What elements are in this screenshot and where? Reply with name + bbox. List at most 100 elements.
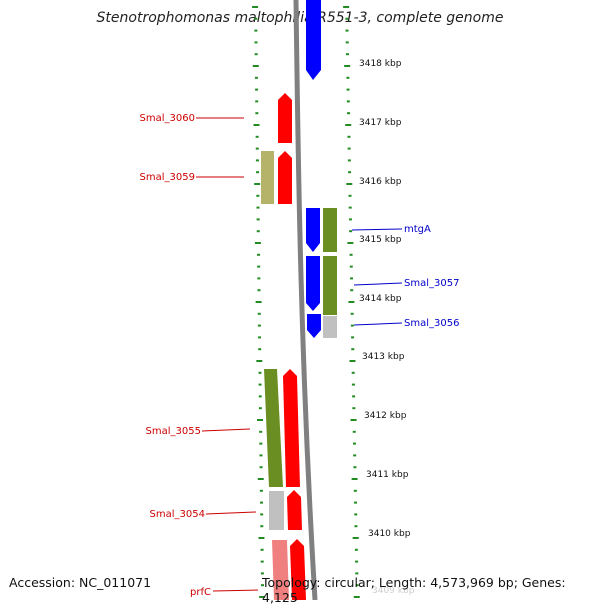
gene-label-smal-3054[interactable]: Smal_3054 [150, 509, 205, 520]
minor-tick [258, 336, 262, 339]
gene-label-smal-3055[interactable]: Smal_3055 [146, 426, 201, 437]
major-tick [350, 419, 357, 421]
gene-arrow-smal-3055[interactable] [283, 369, 300, 487]
gene-arrow-smal-3054[interactable] [287, 490, 302, 530]
major-tick [259, 596, 266, 598]
minor-tick [355, 560, 359, 563]
minor-tick [353, 489, 357, 492]
minor-tick [354, 501, 358, 504]
gene-arrow-mtgA[interactable] [306, 208, 320, 252]
minor-tick [254, 76, 258, 79]
minor-tick [255, 135, 259, 138]
gene-arrow-top-blue[interactable] [306, 0, 321, 80]
minor-tick [256, 194, 260, 197]
minor-tick [258, 348, 262, 351]
feature-smal-3056-gray[interactable] [323, 316, 337, 338]
kbp-label: 3417 kbp [359, 118, 402, 128]
minor-tick [259, 454, 263, 457]
map-title: Stenotrophomonas maltophilia R551-3, com… [96, 10, 504, 26]
minor-tick [260, 525, 264, 528]
minor-tick [259, 430, 263, 433]
gene-arrow-smal-3056[interactable] [307, 314, 321, 338]
feature-mtgA-olive[interactable] [323, 208, 337, 252]
minor-tick [346, 100, 350, 103]
leader-line [351, 228, 403, 231]
major-tick [257, 478, 264, 480]
minor-tick [255, 159, 259, 162]
minor-tick [351, 348, 355, 351]
kbp-label: 3412 kbp [364, 411, 407, 421]
major-tick [343, 6, 350, 8]
minor-tick [348, 206, 352, 209]
minor-tick [351, 336, 355, 339]
minor-tick [258, 383, 262, 386]
minor-tick [256, 171, 260, 174]
major-tick [345, 124, 352, 126]
genome-backbone [293, 0, 318, 600]
minor-tick [353, 466, 357, 469]
minor-tick [352, 395, 356, 398]
major-tick [252, 6, 259, 8]
minor-tick [255, 147, 259, 150]
minor-tick [354, 548, 358, 551]
kbp-label: 3415 kbp [359, 235, 402, 245]
minor-tick [350, 312, 354, 315]
feature-smal-3059-tan[interactable] [261, 151, 274, 204]
minor-tick [257, 253, 261, 256]
feature-smal-3055-olive[interactable] [264, 369, 283, 487]
major-tick [254, 242, 261, 244]
minor-tick [347, 112, 351, 115]
minor-tick [258, 407, 262, 410]
gene-arrow-smal-3060[interactable] [278, 93, 292, 143]
minor-tick [347, 159, 351, 162]
minor-tick [260, 501, 264, 504]
minor-tick [346, 88, 350, 91]
minor-tick [352, 430, 356, 433]
major-tick [252, 65, 259, 67]
minor-tick [348, 218, 352, 221]
major-tick [255, 301, 262, 303]
gene-label-smal-3059[interactable]: Smal_3059 [140, 172, 195, 183]
minor-tick [256, 206, 260, 209]
minor-tick [345, 29, 349, 32]
minor-tick [261, 584, 265, 587]
minor-tick [348, 171, 352, 174]
minor-tick [348, 194, 352, 197]
minor-tick [350, 324, 354, 327]
topology-text: Topology: circular; Length: 4,573,969 bp… [262, 575, 566, 605]
feature-smal-3057-olive[interactable] [323, 256, 337, 315]
minor-tick [349, 277, 353, 280]
major-tick [344, 65, 351, 67]
minor-tick [352, 442, 356, 445]
minor-tick [260, 513, 264, 516]
minor-tick [257, 265, 261, 268]
minor-tick [255, 88, 259, 91]
minor-tick [345, 53, 349, 56]
minor-tick [255, 112, 259, 115]
gene-label-mtgA[interactable]: mtgA [404, 224, 431, 235]
minor-tick [351, 383, 355, 386]
gene-arrow-prfC[interactable] [290, 539, 306, 600]
minor-tick [349, 253, 353, 256]
gene-label-smal-3060[interactable]: Smal_3060 [140, 113, 195, 124]
gene-label-prfC[interactable]: prfC [190, 587, 211, 598]
gene-label-smal-3057[interactable]: Smal_3057 [404, 278, 459, 289]
major-tick [346, 183, 353, 185]
minor-tick [258, 371, 262, 374]
kbp-label: 3418 kbp [359, 59, 402, 69]
gene-label-smal-3056[interactable]: Smal_3056 [404, 318, 459, 329]
kbp-label: 3414 kbp [359, 294, 402, 304]
minor-tick [346, 76, 350, 79]
feature-smal-3054-gray[interactable] [269, 491, 284, 530]
major-tick [349, 360, 356, 362]
left-gene-labels: Smal_3060 Smal_3059 Smal_3055 Smal_3054 … [140, 113, 259, 598]
tick-column-right [343, 6, 360, 598]
minor-tick [254, 41, 258, 44]
gene-arrow-smal-3059[interactable] [278, 151, 292, 204]
feature-prfC-pink[interactable] [272, 540, 289, 600]
gene-arrow-smal-3057[interactable] [306, 256, 320, 311]
leader-line [353, 322, 403, 326]
minor-tick [354, 525, 358, 528]
minor-tick [254, 17, 258, 20]
